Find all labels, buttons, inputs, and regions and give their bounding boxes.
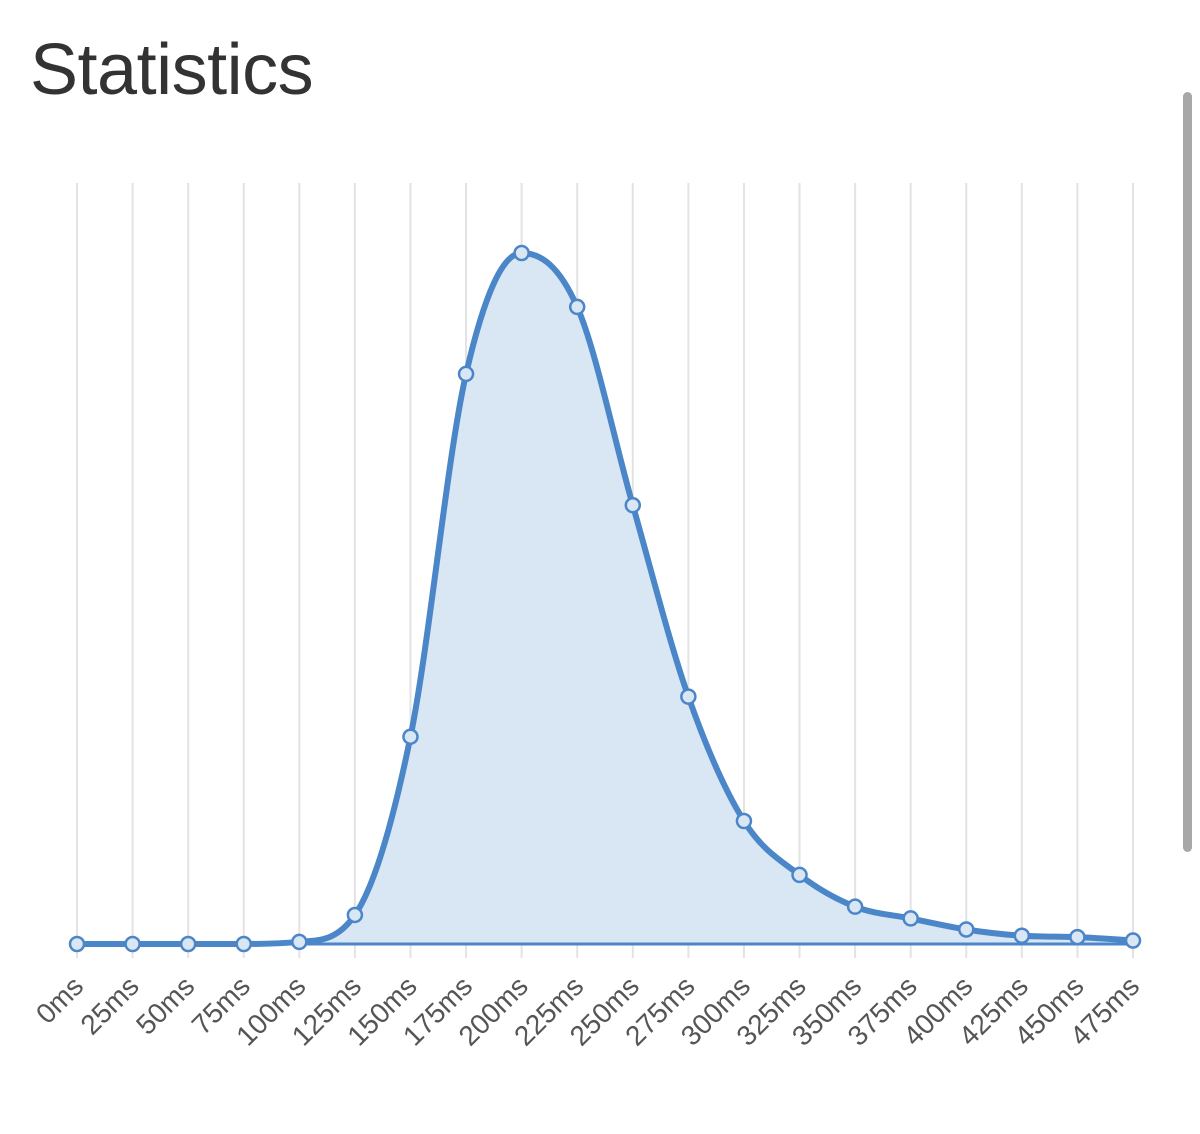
data-point-200ms[interactable] bbox=[513, 244, 530, 262]
data-point-250ms[interactable] bbox=[624, 496, 642, 514]
data-point-325ms[interactable] bbox=[791, 866, 808, 884]
data-point-0ms[interactable] bbox=[68, 935, 86, 953]
data-point-50ms[interactable] bbox=[179, 935, 197, 953]
data-point-450ms[interactable] bbox=[1069, 928, 1086, 946]
data-point-25ms[interactable] bbox=[124, 935, 141, 953]
data-point-300ms[interactable] bbox=[735, 812, 753, 830]
data-point-100ms[interactable] bbox=[291, 933, 308, 951]
data-point-400ms[interactable] bbox=[958, 921, 975, 938]
x-tick-label: 50ms bbox=[130, 970, 200, 1040]
data-point-125ms[interactable] bbox=[346, 906, 364, 924]
data-point-375ms[interactable] bbox=[902, 910, 919, 927]
data-point-275ms[interactable] bbox=[680, 688, 697, 705]
point-layer bbox=[68, 244, 1142, 953]
data-point-225ms[interactable] bbox=[568, 298, 586, 316]
data-point-475ms[interactable] bbox=[1124, 932, 1142, 949]
x-tick-labels: 0ms25ms50ms75ms100ms125ms150ms175ms200ms… bbox=[30, 970, 1145, 1051]
x-tick-label: 25ms bbox=[74, 970, 144, 1040]
page-title: Statistics bbox=[30, 30, 314, 110]
data-point-150ms[interactable] bbox=[402, 728, 419, 745]
data-point-75ms[interactable] bbox=[235, 935, 252, 953]
data-point-350ms[interactable] bbox=[846, 898, 864, 915]
vertical-scrollbar[interactable] bbox=[1183, 92, 1192, 852]
area-layer bbox=[77, 253, 1133, 946]
data-point-425ms[interactable] bbox=[1013, 927, 1031, 944]
area-fill bbox=[77, 253, 1133, 944]
data-point-175ms[interactable] bbox=[457, 365, 475, 383]
